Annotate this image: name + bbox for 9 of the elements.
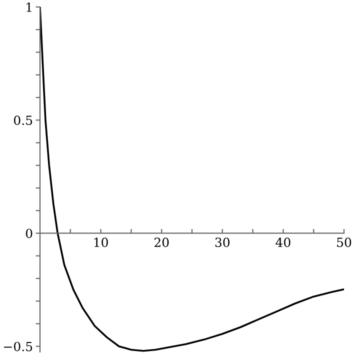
y-tick-label: −0.5 (4, 342, 32, 352)
x-tick-label: 10 (94, 238, 108, 248)
y-tick-label: 1 (26, 2, 32, 12)
y-tick-label: 0.5 (14, 116, 32, 126)
x-tick-label: 50 (337, 238, 352, 248)
x-tick-label: 40 (276, 238, 290, 248)
y-tick-label: 0 (26, 228, 32, 238)
x-tick-label: 20 (154, 238, 169, 248)
x-tick-label: 30 (215, 238, 230, 248)
